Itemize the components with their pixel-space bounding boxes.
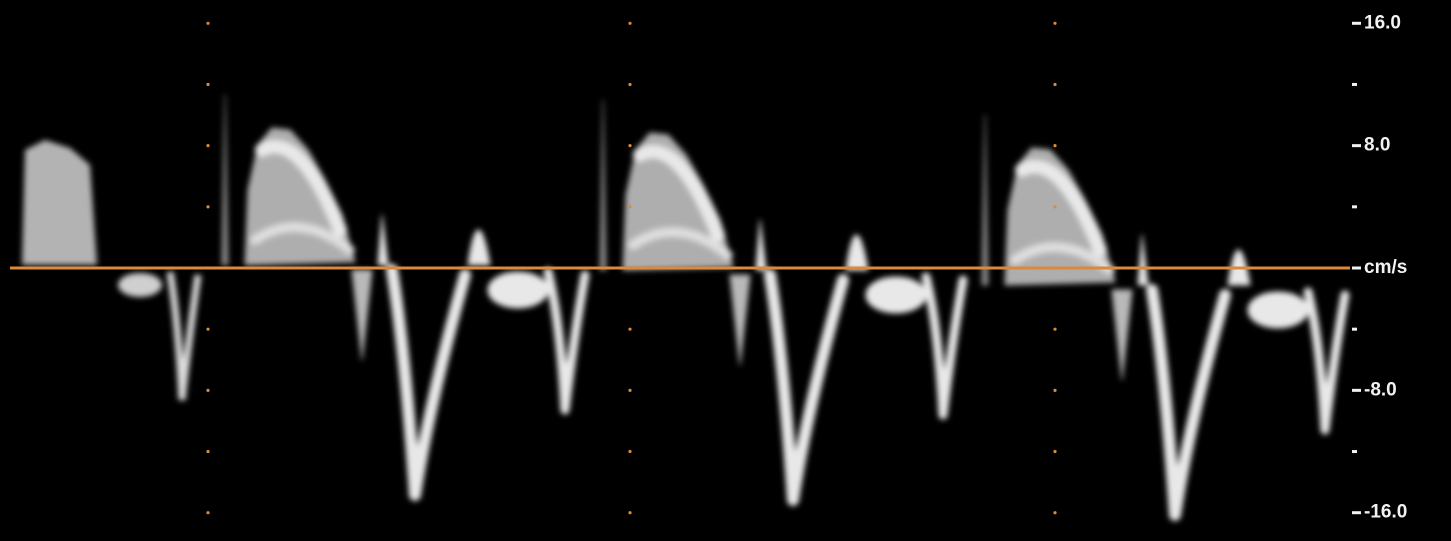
- marker-dot: [628, 389, 631, 392]
- y-tick-label: 16.0: [1364, 12, 1401, 33]
- marker-dot: [206, 205, 209, 208]
- marker-dot: [1053, 205, 1056, 208]
- marker-dot: [628, 22, 631, 25]
- marker-dot: [1053, 389, 1056, 392]
- marker-dot: [1053, 22, 1056, 25]
- marker-dot: [628, 511, 631, 514]
- marker-dot: [206, 144, 209, 147]
- marker-dot: [628, 144, 631, 147]
- marker-dot: [206, 389, 209, 392]
- y-tick-label: -16.0: [1364, 502, 1407, 523]
- marker-dot: [628, 328, 631, 331]
- y-tick-label: -8.0: [1364, 379, 1397, 400]
- page: {"chart_data": {"type": "doppler", "ylim…: [0, 0, 1451, 541]
- y-tick-label: cm/s: [1364, 257, 1407, 278]
- marker-dot: [1053, 83, 1056, 86]
- marker-dot: [628, 83, 631, 86]
- marker-dot: [206, 450, 209, 453]
- marker-dot: [628, 450, 631, 453]
- marker-dot: [206, 511, 209, 514]
- marker-dot: [1053, 511, 1056, 514]
- marker-dot: [1053, 144, 1056, 147]
- marker-dot: [1053, 450, 1056, 453]
- spectral-trace: [22, 95, 1345, 515]
- velocity-axis: 16.0 8.0 cm/s -8.0 -16.0: [10, 12, 1407, 522]
- y-tick-label: 8.0: [1364, 135, 1390, 156]
- doppler-chart: 16.0 8.0 cm/s -8.0 -16.0: [0, 0, 1451, 541]
- marker-dot: [206, 328, 209, 331]
- marker-dot: [206, 22, 209, 25]
- marker-dot: [628, 205, 631, 208]
- marker-dot: [206, 83, 209, 86]
- marker-dot: [1053, 328, 1056, 331]
